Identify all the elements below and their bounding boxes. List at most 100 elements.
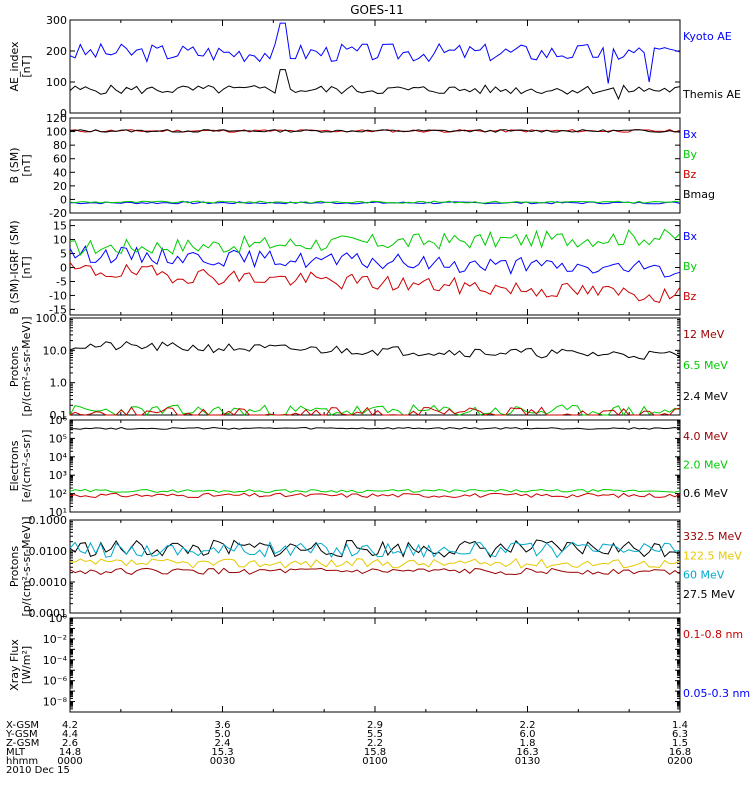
y-tick-label: 100.0 bbox=[36, 312, 68, 325]
legend-label: 122.5 MeV bbox=[683, 549, 742, 562]
y-tick-label: 10⁻⁸ bbox=[43, 696, 68, 709]
series-line bbox=[69, 341, 681, 360]
legend-label: Bx bbox=[683, 230, 698, 243]
footer-value: 0030 bbox=[210, 756, 235, 767]
footer-value: 5.0 bbox=[215, 729, 231, 740]
panel-ae: 0 100 200 300 AE_index [nT] Kyoto AE Themis AE bbox=[8, 14, 741, 120]
y-tick-label: 10³ bbox=[49, 469, 67, 482]
footer-value: 4.4 bbox=[62, 729, 78, 740]
series-line bbox=[69, 404, 681, 416]
panel-frame bbox=[69, 519, 681, 614]
series-line bbox=[69, 567, 681, 576]
footer-value: 4.2 bbox=[62, 720, 78, 731]
legend-label: By bbox=[683, 260, 698, 273]
y-tick-label: 100 bbox=[46, 76, 67, 89]
legend-label: 0.6 MeV bbox=[683, 487, 728, 500]
legend-label: By bbox=[683, 148, 698, 161]
footer-row-label: Y-GSM bbox=[5, 729, 38, 740]
footer-value: 2.2 bbox=[367, 738, 383, 749]
y-tick-label: 20 bbox=[53, 180, 67, 193]
y-tick-label: 10.0 bbox=[43, 344, 68, 357]
legend-label: Bz bbox=[683, 290, 697, 303]
y-axis-units: [e/(cm²-s-sr)] bbox=[20, 430, 33, 503]
series-line bbox=[69, 406, 681, 416]
legend-label: 332.5 MeV bbox=[683, 530, 742, 543]
y-tick-label: 80 bbox=[53, 139, 67, 152]
legend-label: 2.0 MeV bbox=[683, 459, 728, 472]
y-tick-label: 100 bbox=[46, 126, 67, 139]
legend-label: 4.0 MeV bbox=[683, 430, 728, 443]
y-tick-label: -20 bbox=[49, 207, 67, 220]
footer-row-label: X-GSM bbox=[6, 720, 39, 731]
y-tick-label: 5 bbox=[60, 248, 67, 261]
y-tick-label: -15 bbox=[49, 303, 67, 316]
y-tick-label: 0.1 bbox=[50, 409, 68, 422]
y-tick-label: 0.1000 bbox=[29, 514, 68, 527]
y-tick-label: 10⁻⁴ bbox=[43, 654, 68, 667]
y-axis-label: Protons bbox=[8, 346, 21, 387]
series-line bbox=[69, 492, 681, 499]
y-tick-label: 1.0 bbox=[50, 377, 68, 390]
footer-value: 0130 bbox=[515, 756, 540, 767]
series-line bbox=[69, 22, 681, 84]
legend-label: 27.5 MeV bbox=[683, 588, 735, 601]
y-tick-label: 10 bbox=[53, 234, 67, 247]
footer-row-label: 2010 Dec 15 bbox=[6, 765, 70, 776]
y-tick-label: 120 bbox=[46, 112, 67, 125]
y-tick-label: 10⁻² bbox=[43, 633, 67, 646]
y-axis-label: AE_index bbox=[8, 41, 21, 92]
legend-label: 0.1-0.8 nm bbox=[683, 628, 743, 641]
y-tick-label: -10 bbox=[49, 289, 67, 302]
footer-row-label: MLT bbox=[6, 747, 26, 758]
footer-row-label: hhmm bbox=[6, 756, 38, 767]
footer-value: 15.3 bbox=[211, 747, 233, 758]
y-tick-label: 300 bbox=[46, 14, 67, 27]
y-tick-label: 10⁰ bbox=[49, 612, 68, 625]
y-tick-label: 0 bbox=[60, 193, 67, 206]
footer-value: 14.8 bbox=[59, 747, 81, 758]
series-line bbox=[69, 557, 681, 569]
panel-frame bbox=[69, 617, 681, 713]
y-axis-units: [p/(cm²-s-sr-MeV)] bbox=[20, 517, 33, 617]
footer-value: 1.4 bbox=[672, 720, 688, 731]
y-tick-label: 10⁴ bbox=[49, 451, 68, 464]
panel-frame bbox=[69, 219, 681, 316]
panel-frame bbox=[69, 317, 681, 416]
y-axis-units: [nT] bbox=[20, 256, 33, 278]
legend-label: Kyoto AE bbox=[683, 30, 732, 43]
series-line bbox=[69, 488, 681, 493]
legend-label: Themis AE bbox=[682, 88, 741, 101]
series-line bbox=[69, 228, 681, 256]
legend-label: 12 MeV bbox=[683, 328, 725, 341]
y-tick-label: 40 bbox=[53, 166, 67, 179]
panel-frame bbox=[69, 117, 681, 214]
footer-value: 0100 bbox=[362, 756, 387, 767]
y-tick-label: 0.0010 bbox=[29, 576, 68, 589]
panel-protons_lo: 0.1 1.0 10.0 100.0 Protons [p/(cm²-s-sr-MeV)]… bbox=[8, 312, 728, 422]
panel-frame bbox=[69, 419, 681, 513]
y-tick-label: 200 bbox=[46, 45, 67, 58]
series-line bbox=[69, 262, 681, 303]
legend-label: 0.05-0.3 nm bbox=[683, 687, 750, 700]
y-tick-label: 10¹ bbox=[49, 506, 67, 519]
series-line bbox=[69, 200, 681, 204]
y-tick-label: 0.0100 bbox=[29, 545, 68, 558]
y-tick-label: -5 bbox=[56, 275, 67, 288]
footer-value: 6.0 bbox=[520, 729, 536, 740]
y-tick-label: 10⁵ bbox=[49, 432, 67, 445]
y-axis-units: [nT] bbox=[20, 55, 33, 77]
y-axis-label: B (SM)-IGRF (SM) bbox=[8, 220, 21, 314]
y-tick-label: 10² bbox=[49, 488, 67, 501]
footer-value: 15.8 bbox=[364, 747, 386, 758]
series-line bbox=[69, 69, 681, 101]
y-axis-label: Xray Flux bbox=[8, 639, 21, 691]
footer-value: 5.5 bbox=[367, 729, 383, 740]
legend-label: 6.5 MeV bbox=[683, 359, 728, 372]
footer-value: 3.6 bbox=[215, 720, 231, 731]
footer-value: 2.6 bbox=[62, 738, 78, 749]
panel-protons_hi: 0.0001 0.0010 0.0100 0.1000 Protons [p/(cm²-s… bbox=[8, 514, 742, 620]
footer-value: 16.8 bbox=[669, 747, 691, 758]
